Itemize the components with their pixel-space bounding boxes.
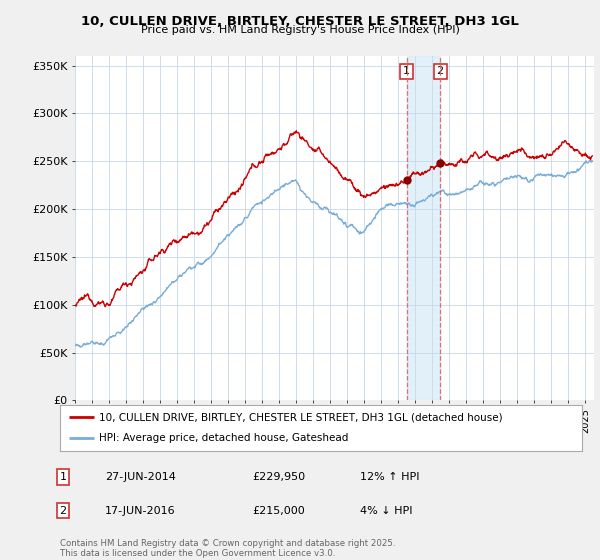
Text: 1: 1 bbox=[59, 472, 67, 482]
Text: 17-JUN-2016: 17-JUN-2016 bbox=[105, 506, 176, 516]
Text: Price paid vs. HM Land Registry's House Price Index (HPI): Price paid vs. HM Land Registry's House … bbox=[140, 25, 460, 35]
Text: 27-JUN-2014: 27-JUN-2014 bbox=[105, 472, 176, 482]
Bar bbox=[407, 56, 440, 400]
Text: 1: 1 bbox=[403, 66, 410, 76]
Text: £215,000: £215,000 bbox=[252, 506, 305, 516]
Text: 10, CULLEN DRIVE, BIRTLEY, CHESTER LE STREET, DH3 1GL: 10, CULLEN DRIVE, BIRTLEY, CHESTER LE ST… bbox=[81, 15, 519, 27]
Text: 10, CULLEN DRIVE, BIRTLEY, CHESTER LE STREET, DH3 1GL (detached house): 10, CULLEN DRIVE, BIRTLEY, CHESTER LE ST… bbox=[99, 412, 503, 422]
Text: 4% ↓ HPI: 4% ↓ HPI bbox=[360, 506, 413, 516]
Text: Contains HM Land Registry data © Crown copyright and database right 2025.
This d: Contains HM Land Registry data © Crown c… bbox=[60, 539, 395, 558]
Text: £229,950: £229,950 bbox=[252, 472, 305, 482]
Text: HPI: Average price, detached house, Gateshead: HPI: Average price, detached house, Gate… bbox=[99, 433, 349, 444]
Text: 2: 2 bbox=[59, 506, 67, 516]
Text: 2: 2 bbox=[437, 66, 444, 76]
Text: 12% ↑ HPI: 12% ↑ HPI bbox=[360, 472, 419, 482]
